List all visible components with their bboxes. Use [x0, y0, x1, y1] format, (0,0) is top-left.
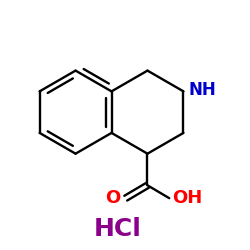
Text: OH: OH — [172, 189, 203, 207]
Text: HCl: HCl — [94, 217, 142, 241]
Text: O: O — [106, 189, 121, 207]
Text: NH: NH — [188, 82, 216, 100]
